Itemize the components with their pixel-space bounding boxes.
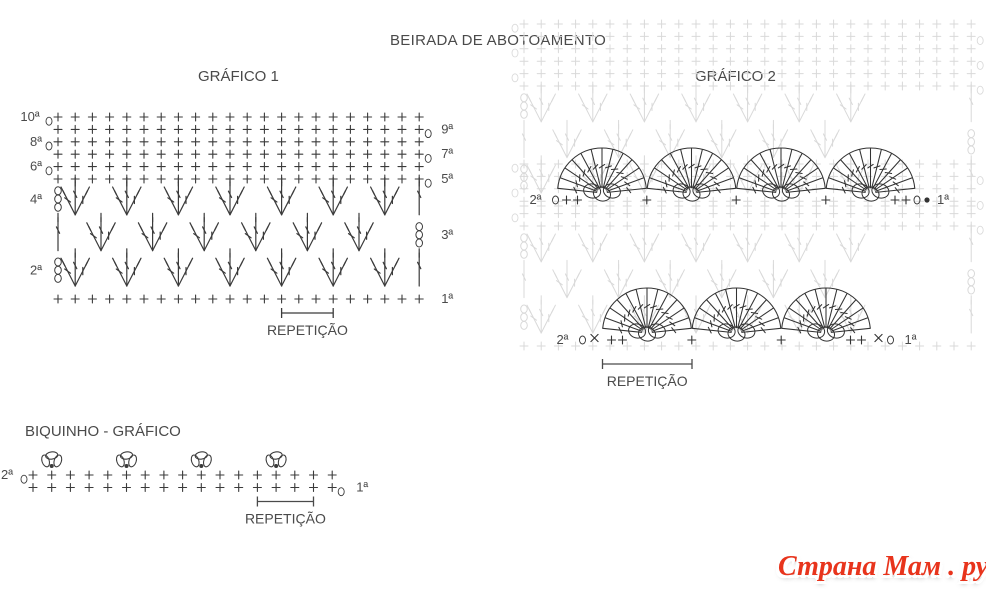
svg-text:3ª: 3ª <box>441 227 453 242</box>
svg-text:1ª: 1ª <box>441 291 453 306</box>
svg-text:2ª: 2ª <box>1 467 13 482</box>
svg-text:1ª: 1ª <box>905 332 917 347</box>
svg-text:1ª: 1ª <box>356 480 368 495</box>
svg-text:REPETIÇÃO: REPETIÇÃO <box>245 511 326 527</box>
svg-text:2ª: 2ª <box>30 263 42 278</box>
svg-text:2ª: 2ª <box>529 192 541 207</box>
svg-text:9ª: 9ª <box>441 121 453 136</box>
svg-text:REPETIÇÃO: REPETIÇÃO <box>607 373 688 389</box>
svg-text:8ª: 8ª <box>30 134 42 149</box>
svg-text:2ª: 2ª <box>556 332 568 347</box>
svg-text:REPETIÇÃO: REPETIÇÃO <box>267 322 348 338</box>
svg-text:6ª: 6ª <box>30 159 42 174</box>
svg-text:1ª: 1ª <box>937 192 949 207</box>
svg-text:5ª: 5ª <box>441 171 453 186</box>
svg-text:7ª: 7ª <box>441 146 453 161</box>
svg-text:10ª: 10ª <box>20 109 39 124</box>
svg-text:4ª: 4ª <box>30 191 42 206</box>
